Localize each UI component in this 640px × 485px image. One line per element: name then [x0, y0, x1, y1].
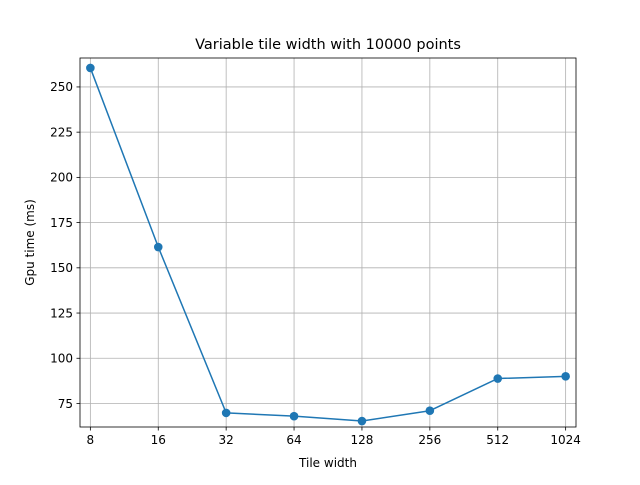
x-tick-label: 32 — [219, 433, 234, 447]
data-point — [357, 416, 367, 426]
data-point — [493, 374, 503, 383]
data-point — [425, 406, 435, 416]
data-point — [561, 372, 570, 381]
y-tick-label: 175 — [50, 216, 73, 230]
x-tick-label: 8 — [87, 433, 95, 447]
y-tick-label: 125 — [50, 306, 73, 320]
chart-title: Variable tile width with 10000 points — [195, 37, 461, 53]
data-point — [86, 63, 95, 73]
x-tick-label: 1024 — [550, 433, 581, 447]
series-line — [89, 67, 566, 422]
plot-frame — [79, 57, 577, 428]
y-tick-label: 75 — [58, 397, 73, 411]
x-tick-label: 16 — [151, 433, 166, 447]
x-axis-ticks: 8 16 32 64 128 256 512 1024 — [87, 427, 581, 447]
grid-lines — [80, 58, 576, 427]
x-tick-label: 512 — [486, 433, 509, 447]
y-tick-label: 225 — [50, 125, 73, 139]
x-tick-label: 256 — [418, 433, 441, 447]
y-tick-label: 150 — [50, 261, 73, 275]
x-axis-label: Tile width — [298, 456, 357, 470]
x-tick-label: 128 — [350, 433, 373, 447]
data-point — [153, 242, 163, 252]
y-tick-label: 200 — [50, 171, 73, 185]
y-tick-label: 100 — [50, 352, 73, 366]
data-point — [221, 408, 231, 418]
y-tick-label: 250 — [50, 80, 73, 94]
data-point — [289, 411, 299, 421]
y-axis-label: Gpu time (ms) — [23, 199, 37, 286]
y-axis-ticks: 75 100 125 150 175 200 225 250 — [50, 80, 80, 411]
x-tick-label: 64 — [286, 433, 301, 447]
series-layer — [86, 63, 570, 426]
